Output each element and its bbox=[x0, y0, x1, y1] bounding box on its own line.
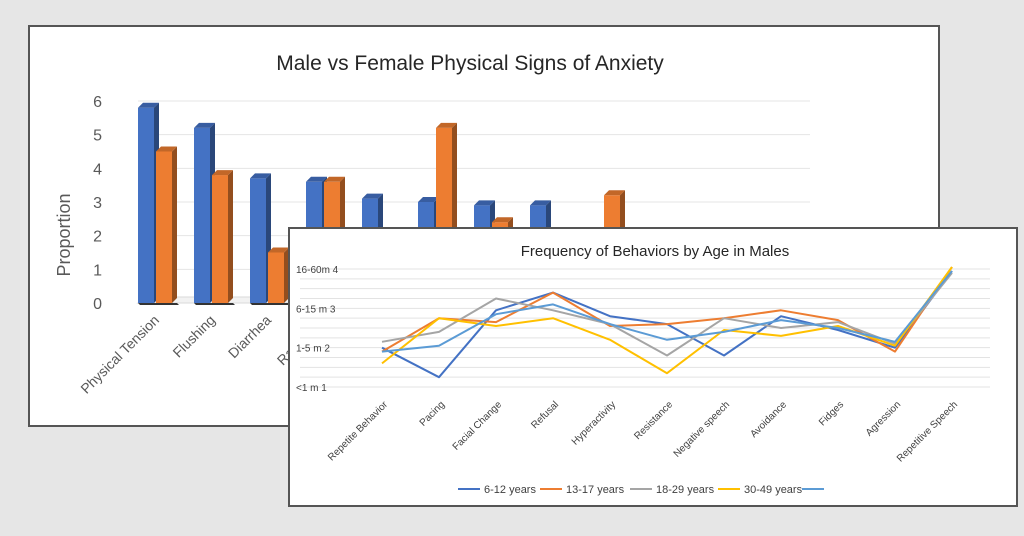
back-bar bbox=[250, 173, 273, 305]
legend-label: 6-12 years bbox=[484, 484, 536, 496]
front-chart-title: Frequency of Behaviors by Age in Males bbox=[521, 243, 789, 260]
front-x-tick-label: Avoidance bbox=[748, 399, 789, 440]
legend-label: 18-29 years bbox=[656, 484, 715, 496]
front-y-tick-label: 1-5 m 2 bbox=[296, 344, 330, 355]
front-x-tick-label: Hyperactivity bbox=[570, 399, 618, 447]
front-x-tick-label: Repetitive Speech bbox=[895, 399, 960, 464]
back-x-tick-label: Diarrhea bbox=[225, 312, 274, 361]
front-x-tick-label: Agression bbox=[864, 399, 903, 438]
back-bar bbox=[212, 170, 235, 305]
back-y-tick-label: 0 bbox=[93, 296, 102, 313]
front-series-line bbox=[381, 272, 953, 357]
legend-label: 30-49 years bbox=[744, 484, 803, 496]
front-series-line bbox=[381, 270, 953, 353]
front-x-tick-label: Repetite Behavior bbox=[326, 399, 390, 463]
legend-item: 18-29 years bbox=[630, 484, 715, 496]
back-x-tick-label: Flushing bbox=[169, 312, 218, 361]
front-y-tick-label: <1 m 1 bbox=[296, 383, 327, 394]
front-series-line bbox=[381, 266, 953, 353]
legend-item: 30-49 years bbox=[718, 484, 803, 496]
back-y-tick-label: 2 bbox=[93, 229, 102, 246]
back-y-tick-label: 6 bbox=[93, 94, 102, 111]
front-line-chart: Frequency of Behaviors by Age in Males <… bbox=[296, 243, 990, 496]
back-y-tick-label: 4 bbox=[93, 161, 102, 178]
back-y-axis-label: Proportion bbox=[54, 193, 74, 276]
front-x-tick-label: Facial Change bbox=[451, 399, 505, 453]
back-y-tick-label: 1 bbox=[93, 262, 102, 279]
legend-label: 13-17 years bbox=[566, 484, 625, 496]
front-x-tick-label: Negative speech bbox=[672, 399, 732, 459]
back-bar bbox=[156, 146, 179, 305]
front-y-tick-label: 6-15 m 3 bbox=[296, 304, 336, 315]
back-chart-title: Male vs Female Physical Signs of Anxiety bbox=[276, 52, 664, 75]
back-bar bbox=[194, 122, 217, 305]
front-x-tick-label: Resistance bbox=[632, 399, 675, 442]
legend-item: 13-17 years bbox=[540, 484, 625, 496]
back-x-tick-label: Physical Tension bbox=[77, 312, 162, 397]
front-x-tick-label: Fidges bbox=[817, 399, 846, 428]
legend-item: 6-12 years bbox=[458, 484, 536, 496]
back-y-tick-label: 5 bbox=[93, 128, 102, 145]
front-x-tick-label: Refusal bbox=[529, 399, 561, 431]
front-chart-panel: Frequency of Behaviors by Age in Males <… bbox=[288, 227, 1018, 507]
back-bar bbox=[268, 247, 291, 305]
front-y-tick-label: 16-60m 4 bbox=[296, 265, 339, 276]
front-x-tick-label: Pacing bbox=[418, 399, 447, 428]
back-y-tick-label: 3 bbox=[93, 195, 102, 212]
